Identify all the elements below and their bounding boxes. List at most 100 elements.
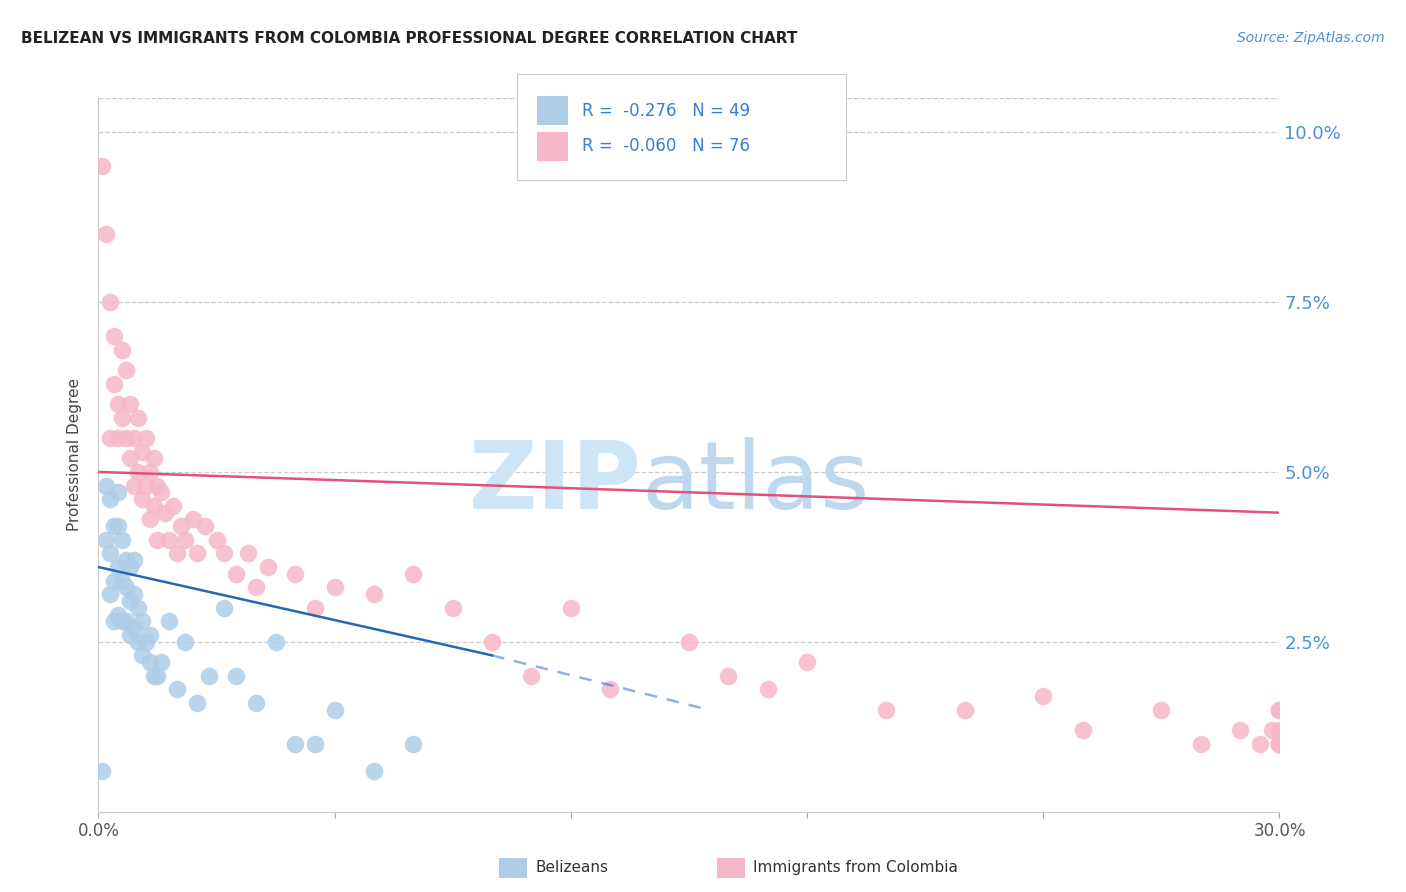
Point xyxy=(197,669,219,683)
Point xyxy=(599,682,621,697)
Point xyxy=(1260,723,1282,738)
Point xyxy=(107,519,129,533)
Point xyxy=(96,478,118,492)
Point xyxy=(118,560,141,574)
Point xyxy=(304,600,326,615)
Text: Immigrants from Colombia: Immigrants from Colombia xyxy=(754,860,959,874)
Point xyxy=(214,546,236,560)
Point xyxy=(245,581,267,595)
Point xyxy=(91,764,114,778)
Point xyxy=(111,533,134,547)
Point xyxy=(174,635,197,649)
Point xyxy=(115,615,138,629)
Point xyxy=(131,492,153,507)
Point xyxy=(157,533,180,547)
Point xyxy=(162,499,184,513)
Point xyxy=(107,431,129,445)
Text: R =  -0.060   N = 76: R = -0.060 N = 76 xyxy=(582,137,749,155)
Point xyxy=(304,737,326,751)
Text: R =  -0.276   N = 49: R = -0.276 N = 49 xyxy=(582,102,751,120)
Point xyxy=(181,512,204,526)
Point xyxy=(225,669,247,683)
Point xyxy=(402,566,425,581)
Point xyxy=(142,669,165,683)
Point xyxy=(520,669,543,683)
Point xyxy=(103,376,125,391)
Point xyxy=(131,648,153,663)
Point xyxy=(122,431,145,445)
Point xyxy=(1189,737,1212,751)
Point xyxy=(96,533,118,547)
Point xyxy=(170,519,193,533)
Point xyxy=(363,587,385,601)
Point xyxy=(155,506,177,520)
Point xyxy=(1229,723,1251,738)
Point xyxy=(111,410,134,425)
Point xyxy=(122,621,145,635)
Point xyxy=(138,465,160,479)
Point xyxy=(118,397,141,411)
Point xyxy=(1268,737,1291,751)
Point xyxy=(1268,703,1291,717)
Point xyxy=(98,587,121,601)
Point xyxy=(205,533,228,547)
Point xyxy=(107,560,129,574)
Point xyxy=(264,635,287,649)
Point xyxy=(138,655,160,669)
Point xyxy=(875,703,897,717)
Point xyxy=(1268,703,1291,717)
Point xyxy=(194,519,217,533)
Point xyxy=(146,533,169,547)
Point xyxy=(1268,737,1291,751)
Point xyxy=(214,600,236,615)
Point xyxy=(245,696,267,710)
Point xyxy=(953,703,976,717)
Point xyxy=(122,478,145,492)
Point xyxy=(323,581,346,595)
Text: ZIP: ZIP xyxy=(468,437,641,530)
Point xyxy=(1268,737,1291,751)
Point xyxy=(98,492,121,507)
Point xyxy=(174,533,197,547)
Point xyxy=(122,553,145,567)
Point xyxy=(150,655,173,669)
Point xyxy=(796,655,818,669)
Point xyxy=(363,764,385,778)
Point xyxy=(107,397,129,411)
Point xyxy=(98,431,121,445)
Point xyxy=(135,635,157,649)
Point xyxy=(118,451,141,466)
Point xyxy=(142,499,165,513)
Point xyxy=(186,546,208,560)
Point xyxy=(717,669,740,683)
Point xyxy=(115,363,138,377)
Text: Belizeans: Belizeans xyxy=(536,860,609,874)
Point xyxy=(146,478,169,492)
Point xyxy=(678,635,700,649)
Point xyxy=(402,737,425,751)
Point xyxy=(323,703,346,717)
Point xyxy=(236,546,259,560)
Point xyxy=(166,682,188,697)
Point xyxy=(284,737,307,751)
Point xyxy=(107,485,129,500)
Point xyxy=(103,519,125,533)
Point xyxy=(127,600,149,615)
Point xyxy=(481,635,503,649)
Point xyxy=(91,159,114,173)
Point xyxy=(111,615,134,629)
Point xyxy=(103,574,125,588)
Point xyxy=(127,465,149,479)
Point xyxy=(1268,737,1291,751)
Point xyxy=(131,444,153,458)
Point xyxy=(157,615,180,629)
Point xyxy=(756,682,779,697)
Point xyxy=(1150,703,1173,717)
Point xyxy=(131,615,153,629)
Point xyxy=(118,628,141,642)
Text: Source: ZipAtlas.com: Source: ZipAtlas.com xyxy=(1237,31,1385,45)
Point xyxy=(1268,737,1291,751)
Text: BELIZEAN VS IMMIGRANTS FROM COLOMBIA PROFESSIONAL DEGREE CORRELATION CHART: BELIZEAN VS IMMIGRANTS FROM COLOMBIA PRO… xyxy=(21,31,797,46)
Point xyxy=(98,546,121,560)
Point xyxy=(111,343,134,357)
